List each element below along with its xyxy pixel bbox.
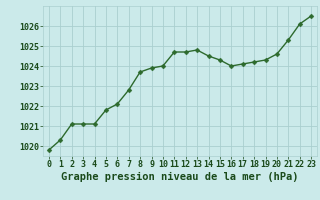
X-axis label: Graphe pression niveau de la mer (hPa): Graphe pression niveau de la mer (hPa): [61, 172, 299, 182]
